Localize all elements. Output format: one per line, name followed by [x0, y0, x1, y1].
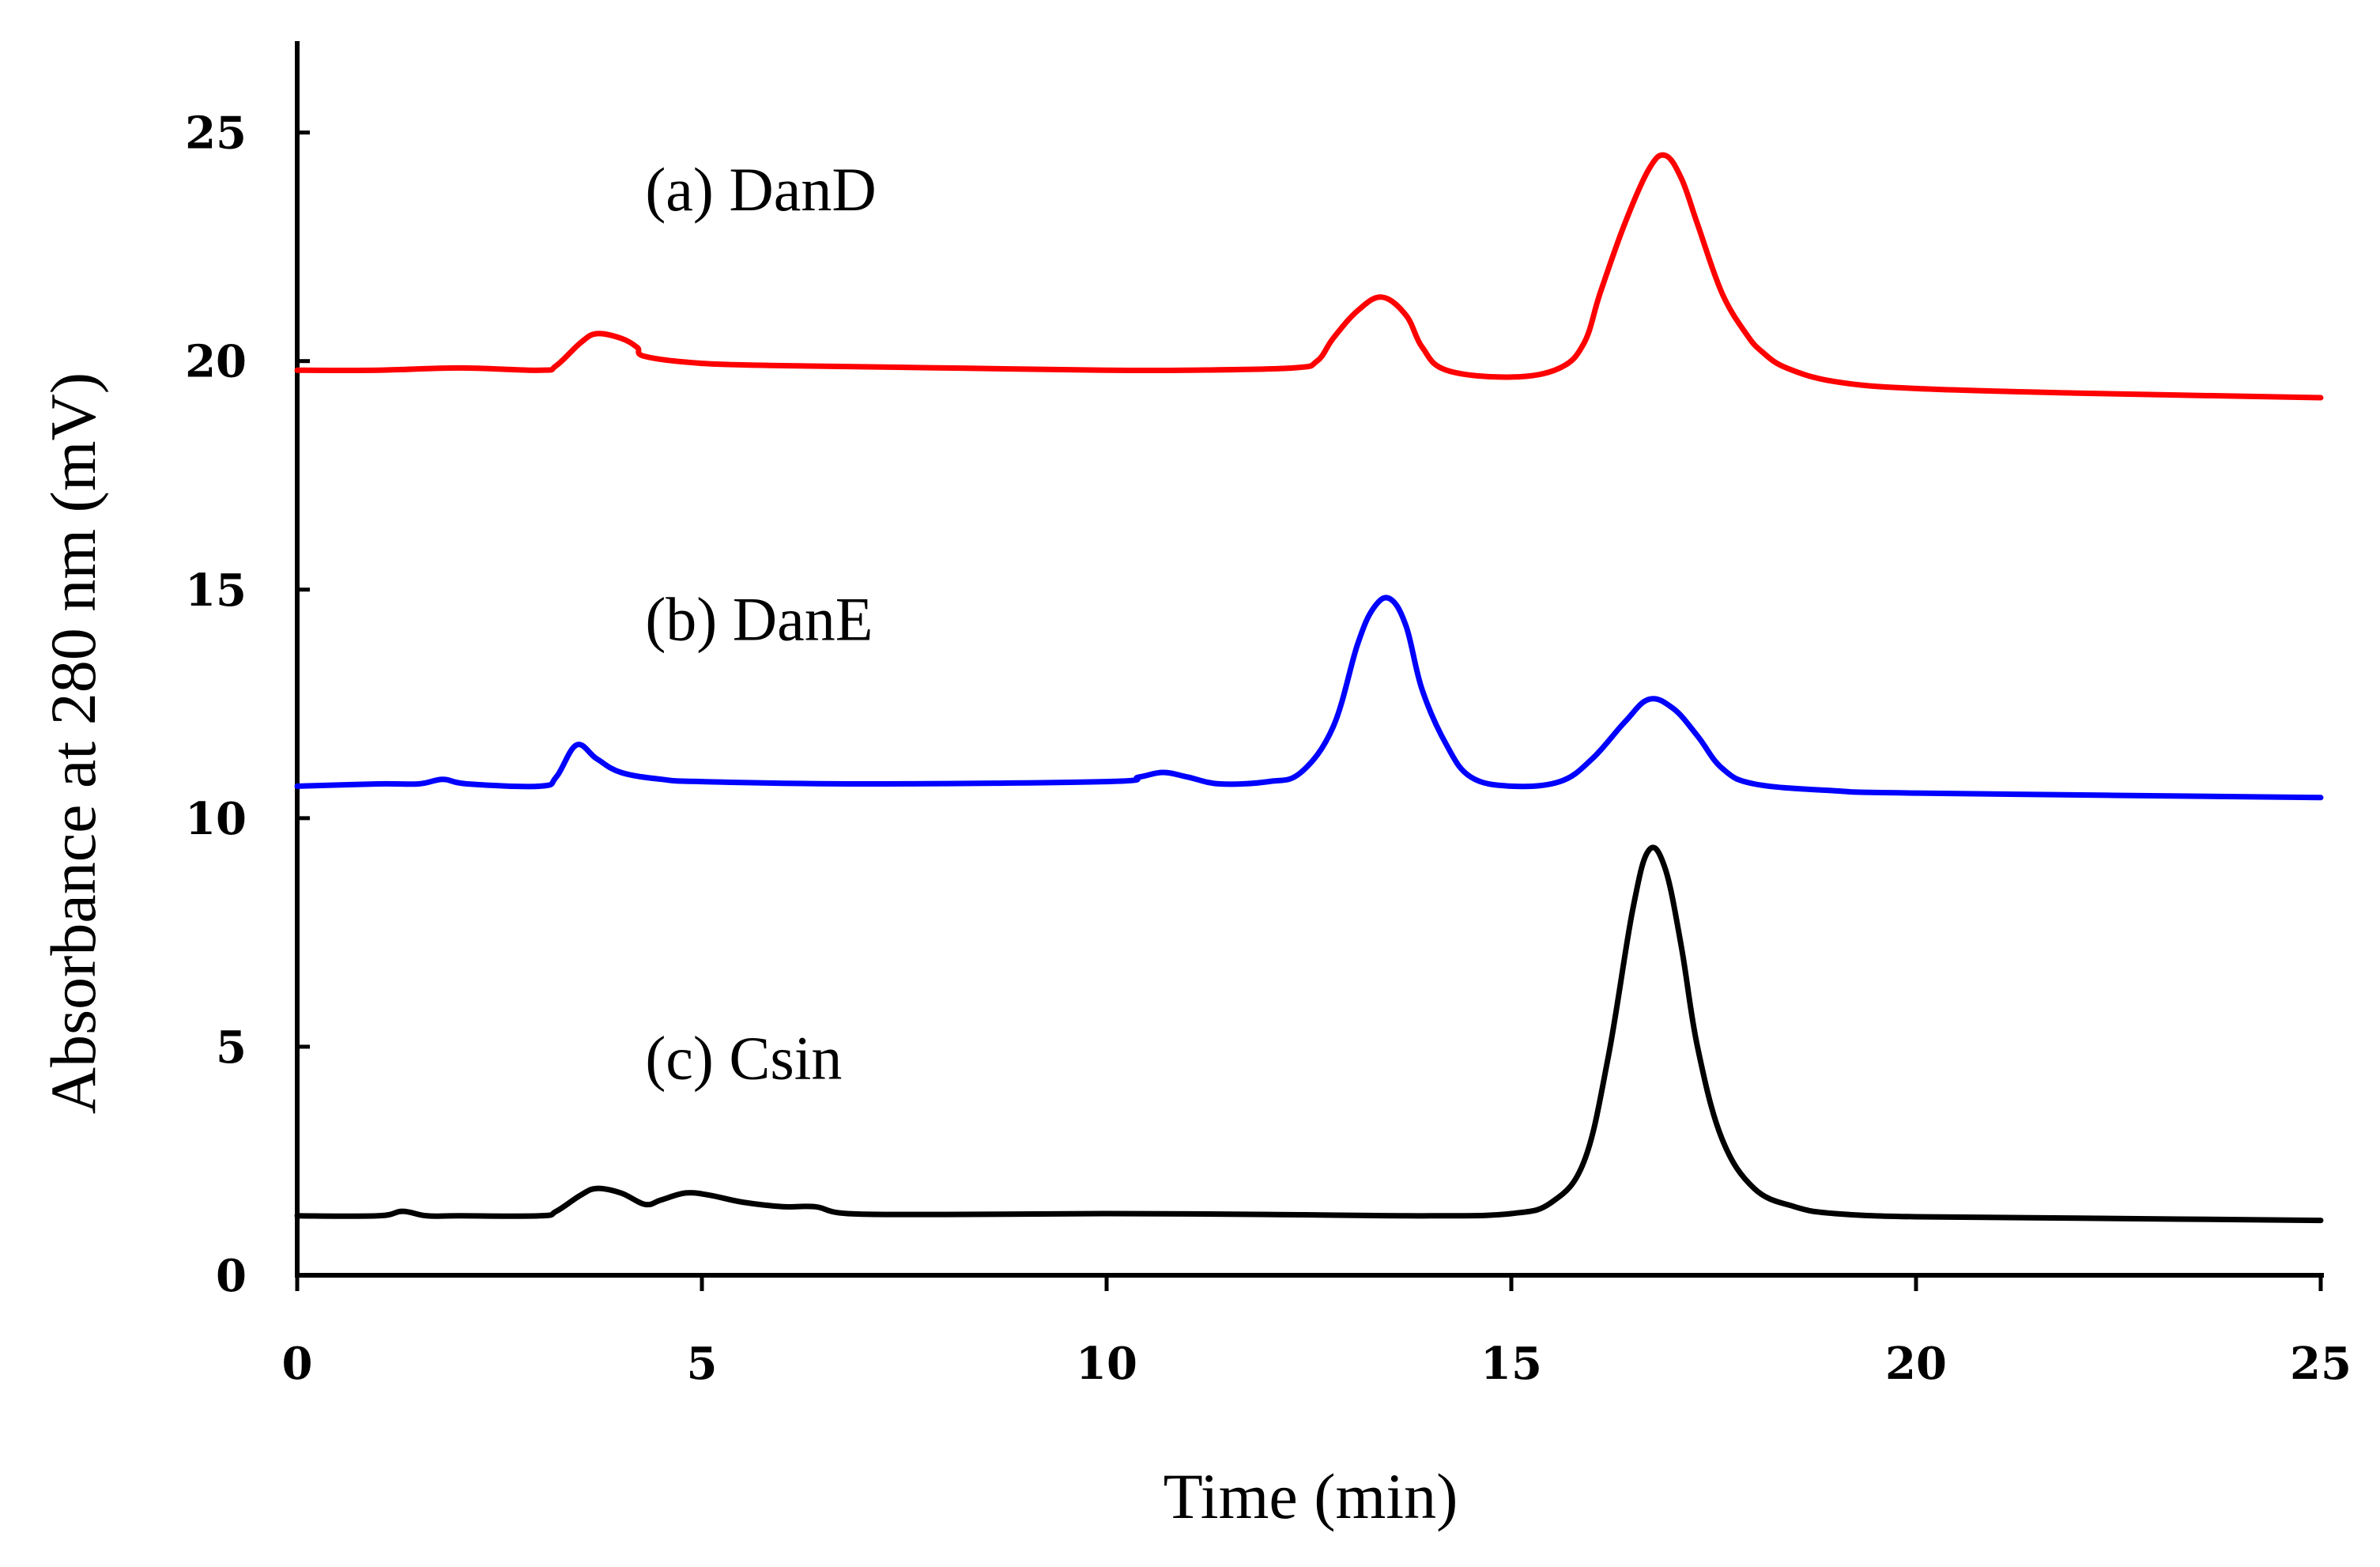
x-tick-label: 10 — [1076, 1338, 1137, 1390]
y-tick-label: 20 — [185, 336, 247, 388]
series-label-c-csin: (c) Csin — [645, 1023, 842, 1092]
series-label-a-dand: (a) DanD — [645, 155, 876, 224]
y-tick-label: 10 — [185, 793, 247, 845]
series-labels: (a) DanD (b) DanE (c) Csin — [645, 155, 876, 1092]
x-tick-label: 15 — [1480, 1338, 1542, 1390]
x-tick-label: 0 — [282, 1338, 313, 1390]
y-ticks: 0 5 10 15 20 25 — [185, 108, 310, 1302]
x-tick-label: 25 — [2290, 1338, 2352, 1390]
y-tick-label: 25 — [185, 108, 247, 160]
series-line-b-dane — [294, 595, 2324, 801]
series-label-b-dane: (b) DanE — [645, 584, 873, 653]
x-axis-title: Time (min) — [1164, 1460, 1458, 1532]
y-tick-label: 15 — [185, 564, 247, 617]
y-tick-label: 5 — [216, 1021, 247, 1074]
series-line-a-dand — [294, 152, 2324, 401]
y-tick-label: 0 — [216, 1250, 247, 1302]
x-tick-label: 5 — [687, 1338, 718, 1390]
series-line-c-csin — [294, 844, 2324, 1224]
axes — [295, 41, 2324, 1278]
traces — [294, 152, 2324, 1224]
y-axis-title: Absorbance at 280 nm (mV) — [37, 372, 109, 1114]
x-tick-label: 20 — [1885, 1338, 1947, 1390]
x-ticks: 0 5 10 15 20 25 — [282, 1275, 2352, 1390]
